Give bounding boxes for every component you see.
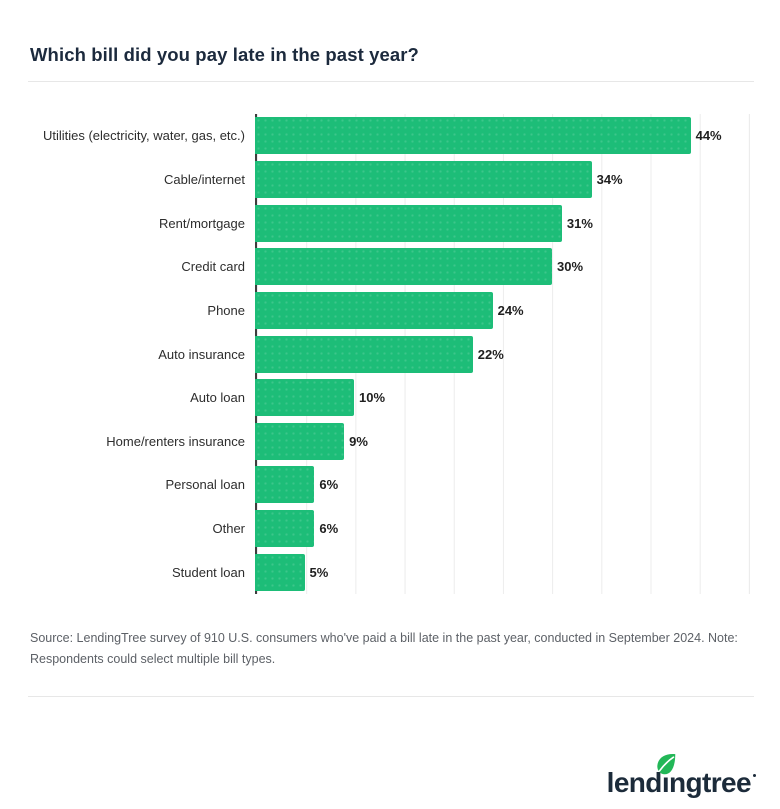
infographic: Which bill did you pay late in the past … xyxy=(0,44,780,809)
registered-mark-dot xyxy=(753,774,756,777)
bar xyxy=(255,510,315,548)
chart-row: Auto loan 10% xyxy=(30,376,750,420)
value-label: 10% xyxy=(359,390,386,406)
divider-bottom xyxy=(28,696,754,697)
bar-track: 30% xyxy=(255,245,750,289)
category-label: Cable/internet xyxy=(164,171,245,187)
bar-track: 22% xyxy=(255,332,750,376)
chart-rows: Utilities (electricity, water, gas, etc.… xyxy=(30,114,750,594)
lendingtree-logo: lendıngtree xyxy=(607,753,756,799)
bar xyxy=(255,379,354,417)
bar-track: 10% xyxy=(255,376,750,420)
value-label: 6% xyxy=(319,477,339,493)
bar xyxy=(255,553,305,591)
chart-row: Credit card 30% xyxy=(30,245,750,289)
leaf-icon xyxy=(652,751,678,778)
bar xyxy=(255,160,592,198)
chart-row: Student loan 5% xyxy=(30,550,750,594)
logo-wordmark: lendıngtree xyxy=(607,754,756,799)
category-label: Other xyxy=(212,521,245,537)
chart-row: Other 6% xyxy=(30,507,750,551)
bar-track: 44% xyxy=(255,114,750,158)
category-label: Credit card xyxy=(181,259,245,275)
category-label: Auto insurance xyxy=(158,346,245,362)
value-label: 24% xyxy=(497,302,524,318)
category-label: Phone xyxy=(207,302,245,318)
bar-track: 6% xyxy=(255,463,750,507)
bar-track: 34% xyxy=(255,158,750,202)
bar xyxy=(255,291,493,329)
category-label: Utilities (electricity, water, gas, etc.… xyxy=(42,128,245,144)
value-label: 44% xyxy=(695,128,722,144)
value-label: 31% xyxy=(566,215,593,231)
chart-row: Utilities (electricity, water, gas, etc.… xyxy=(30,114,750,158)
value-label: 6% xyxy=(319,521,339,537)
page-title: Which bill did you pay late in the past … xyxy=(30,44,419,65)
bar xyxy=(255,248,552,286)
chart-row: Auto insurance 22% xyxy=(30,332,750,376)
bar xyxy=(255,204,562,242)
category-label: Rent/mortgage xyxy=(159,215,245,231)
bar xyxy=(255,335,473,373)
bar xyxy=(255,422,345,460)
category-label: Auto loan xyxy=(190,390,245,406)
bar-track: 24% xyxy=(255,289,750,333)
value-label: 22% xyxy=(477,346,504,362)
chart-row: Phone 24% xyxy=(30,289,750,333)
bar-track: 9% xyxy=(255,419,750,463)
bar-chart: Utilities (electricity, water, gas, etc.… xyxy=(30,114,750,594)
category-label: Student loan xyxy=(171,564,245,580)
value-label: 9% xyxy=(349,433,368,449)
bar-track: 5% xyxy=(255,550,750,594)
divider-top xyxy=(28,81,754,82)
bar xyxy=(255,466,315,504)
logo-seg3: ngtree xyxy=(669,767,752,798)
category-label: Home/renters insurance xyxy=(106,433,245,449)
value-label: 5% xyxy=(309,564,329,580)
chart-row: Rent/mortgage 31% xyxy=(30,201,750,245)
bar-track: 6% xyxy=(255,507,750,551)
category-label: Personal loan xyxy=(165,477,246,493)
bar xyxy=(255,117,691,155)
chart-row: Personal loan 6% xyxy=(30,463,750,507)
chart-row: Cable/internet 34% xyxy=(30,158,750,202)
source-note: Source: LendingTree survey of 910 U.S. c… xyxy=(30,631,738,666)
value-label: 34% xyxy=(596,171,623,187)
value-label: 30% xyxy=(557,259,584,275)
bar-track: 31% xyxy=(255,201,750,245)
chart-row: Home/renters insurance 9% xyxy=(30,419,750,463)
